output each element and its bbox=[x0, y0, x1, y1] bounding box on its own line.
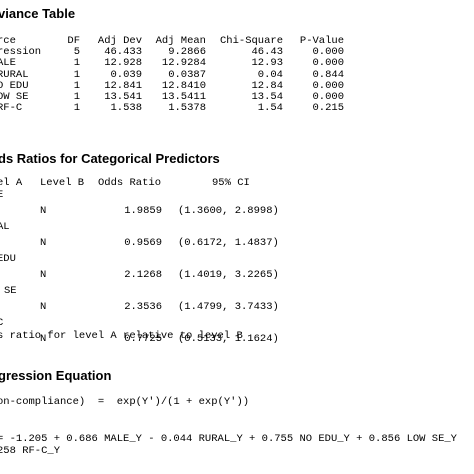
row-source: ALE bbox=[0, 57, 16, 70]
row-p-value: 0.215 bbox=[312, 102, 344, 115]
row-p-value: 0.000 bbox=[312, 90, 344, 103]
row-adj-mean: 0.0387 bbox=[168, 68, 206, 81]
row-df: 1 bbox=[73, 57, 80, 70]
table-row: ression 5 46.433 9.2866 46.43 0.000 bbox=[0, 47, 474, 58]
row-chi-square: 12.84 bbox=[251, 79, 283, 92]
odds-ratios-title: ds Ratios for Categorical Predictors bbox=[0, 151, 220, 166]
table-row: RURAL 1 0.039 0.0387 0.04 0.844 bbox=[0, 68, 474, 81]
row-adj-dev: 0.039 bbox=[110, 68, 142, 81]
table-row: N 0.7725 (0.5133, 1.1624) bbox=[0, 334, 474, 346]
odds-group-label: E bbox=[0, 188, 474, 202]
level-b: N bbox=[40, 301, 47, 313]
column-header-odds-ratio: Odds Ratio bbox=[98, 177, 162, 189]
row-adj-dev: 12.841 bbox=[104, 79, 142, 92]
table-row: RF-C 1 1.538 1.5378 1.54 0.215 bbox=[0, 103, 474, 114]
column-header-adj-dev: Adj Dev bbox=[97, 35, 142, 47]
row-df: 1 bbox=[73, 79, 80, 92]
row-df: 1 bbox=[73, 68, 80, 81]
row-adj-dev: 12.928 bbox=[104, 57, 142, 70]
ci-95: (1.4019, 3.2265) bbox=[178, 269, 279, 281]
column-header-df: DF bbox=[67, 35, 80, 47]
odds-group-label: C bbox=[0, 316, 474, 330]
regression-equation-continuation: 258 RF-C_Y bbox=[0, 445, 61, 457]
column-header-level-b: Level B bbox=[40, 177, 85, 189]
odds-ratio: 2.1268 bbox=[124, 269, 162, 281]
row-chi-square: 1.54 bbox=[257, 102, 283, 115]
table-row: N 0.9569 (0.6172, 1.4837) bbox=[0, 238, 474, 250]
row-source: OW SE bbox=[0, 90, 29, 103]
column-header-p-value: P-Value bbox=[299, 35, 344, 47]
row-adj-dev: 1.538 bbox=[110, 102, 142, 115]
row-adj-dev: 46.433 bbox=[104, 46, 142, 59]
table-row: O EDU 1 12.841 12.8410 12.84 0.000 bbox=[0, 79, 474, 92]
row-p-value: 0.000 bbox=[312, 79, 344, 92]
table-row: N 2.3536 (1.4799, 3.7433) bbox=[0, 302, 474, 314]
row-df: 1 bbox=[73, 102, 80, 115]
ci-95: (1.3600, 2.8998) bbox=[178, 205, 279, 217]
row-df: 1 bbox=[73, 90, 80, 103]
regression-equation-line: = -1.205 + 0.686 MALE_Y - 0.044 RURAL_Y … bbox=[0, 433, 457, 445]
row-chi-square: 12.93 bbox=[251, 57, 283, 70]
odds-group-label: SE bbox=[0, 284, 474, 298]
row-source: O EDU bbox=[0, 79, 29, 92]
odds-ratios-table: el A Level B Odds Ratio 95% CI E N 1.985… bbox=[0, 178, 474, 346]
column-header-level-a: el A bbox=[0, 177, 23, 189]
row-adj-mean: 12.8410 bbox=[161, 79, 206, 92]
odds-ratio: 2.3536 bbox=[124, 301, 162, 313]
row-adj-mean: 1.5378 bbox=[168, 102, 206, 115]
column-header-adj-mean: Adj Mean bbox=[155, 35, 206, 47]
odds-ratio: 0.7725 bbox=[124, 333, 162, 345]
level-b: N bbox=[40, 205, 47, 217]
odds-group-label: AL bbox=[0, 220, 474, 234]
table-row: ALE 1 12.928 12.9284 12.93 0.000 bbox=[0, 58, 474, 69]
row-p-value: 0.000 bbox=[312, 46, 344, 59]
ci-95: (1.4799, 3.7433) bbox=[178, 301, 279, 313]
row-df: 5 bbox=[73, 46, 80, 59]
row-adj-mean: 12.9284 bbox=[161, 57, 206, 70]
odds-group-label: EDU bbox=[0, 252, 474, 266]
row-source: RF-C bbox=[0, 102, 23, 115]
ci-95: (0.6172, 1.4837) bbox=[178, 237, 279, 249]
row-chi-square: 0.04 bbox=[257, 68, 283, 81]
predictor-label: C bbox=[0, 316, 4, 329]
level-b: N bbox=[40, 237, 47, 249]
column-header-95-ci: 95% CI bbox=[212, 177, 250, 189]
predictor-label: E bbox=[0, 188, 4, 201]
row-p-value: 0.844 bbox=[312, 68, 344, 81]
deviance-table: rce DF Adj Dev Adj Mean Chi-Square P-Val… bbox=[0, 36, 474, 114]
table-row: OW SE 1 13.541 13.5411 13.54 0.000 bbox=[0, 90, 474, 103]
odds-ratios-header: el A Level B Odds Ratio 95% CI bbox=[0, 178, 474, 190]
deviance-table-title: viance Table bbox=[0, 6, 76, 21]
row-adj-mean: 9.2866 bbox=[168, 46, 206, 59]
row-adj-dev: 13.541 bbox=[104, 90, 142, 103]
table-row: N 1.9859 (1.3600, 2.8998) bbox=[0, 206, 474, 218]
predictor-label: SE bbox=[4, 284, 17, 297]
predictor-label: AL bbox=[0, 220, 10, 233]
predictor-label: EDU bbox=[0, 252, 16, 265]
column-header-chi-square: Chi-Square bbox=[219, 35, 283, 47]
deviance-table-header: rce DF Adj Dev Adj Mean Chi-Square P-Val… bbox=[0, 36, 474, 47]
level-b: N bbox=[40, 333, 47, 345]
row-chi-square: 13.54 bbox=[251, 90, 283, 103]
odds-ratio-note: s ratio for level A relative to level B bbox=[0, 330, 243, 342]
odds-ratio: 0.9569 bbox=[124, 237, 162, 249]
regression-link-function: on-compliance) = exp(Y')/(1 + exp(Y')) bbox=[0, 396, 250, 408]
row-chi-square: 46.43 bbox=[251, 46, 283, 59]
row-source: ression bbox=[0, 46, 42, 59]
table-row: N 2.1268 (1.4019, 3.2265) bbox=[0, 270, 474, 282]
row-p-value: 0.000 bbox=[312, 57, 344, 70]
level-b: N bbox=[40, 269, 47, 281]
column-header-source: rce bbox=[0, 35, 16, 47]
row-adj-mean: 13.5411 bbox=[161, 90, 206, 103]
row-source: RURAL bbox=[0, 68, 29, 81]
odds-ratio: 1.9859 bbox=[124, 205, 162, 217]
regression-equation-title: gression Equation bbox=[0, 368, 112, 383]
ci-95: (0.5133, 1.1624) bbox=[178, 333, 279, 345]
